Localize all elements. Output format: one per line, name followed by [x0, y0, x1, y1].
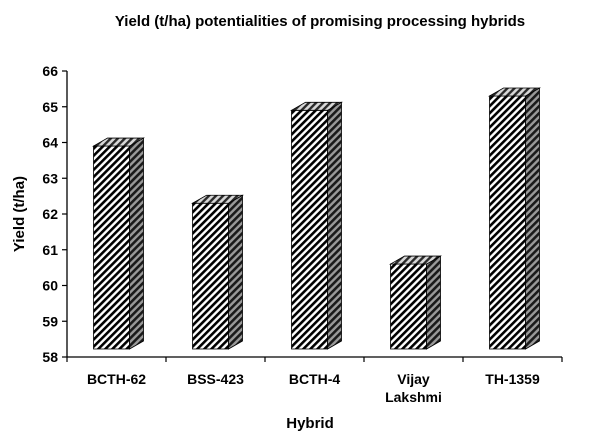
bar-top [388, 255, 443, 265]
x-axis-title: Hybrid [286, 415, 334, 432]
x-tick-label: BSS-423 [187, 371, 244, 387]
bar-front [390, 263, 427, 350]
x-tick-label: TH-1359 [485, 371, 540, 387]
chart-title: Yield (t/ha) potentialities of promising… [114, 13, 526, 30]
bar-side [525, 87, 540, 350]
x-tick-label: BCTH-62 [87, 371, 146, 387]
y-tick-label: 62 [42, 206, 58, 222]
bar-side [426, 255, 441, 350]
bar [190, 194, 245, 350]
x-tick-label: Lakshmi [385, 389, 442, 405]
bar [289, 101, 344, 350]
y-tick-label: 64 [42, 135, 58, 151]
labels: 58 59 60 61 62 63 64 65 66 BCTH-62 BSS-423 BCTH-4 Vi… [11, 63, 540, 432]
bar-top [190, 194, 245, 204]
bar-front [291, 109, 328, 350]
y-tick-label: 59 [42, 313, 58, 329]
bars [91, 87, 542, 350]
bar-side [129, 137, 144, 350]
y-tick-label: 63 [42, 170, 58, 186]
x-tick-label: Vijay [397, 371, 430, 387]
bar [487, 87, 542, 350]
y-tick-label: 61 [42, 242, 58, 258]
bar-top [91, 137, 146, 147]
x-tick-label: BCTH-4 [289, 371, 341, 387]
y-tick-label: 60 [42, 278, 58, 294]
bar-side [228, 194, 243, 350]
y-axis-title: Yield (t/ha) [11, 176, 28, 252]
bar [91, 137, 146, 350]
bar-front [192, 202, 229, 350]
bar-top [487, 87, 542, 97]
bar [388, 255, 443, 350]
axes [62, 70, 563, 362]
bar-front [489, 95, 526, 350]
bar-front [93, 145, 130, 350]
y-tick-label: 65 [42, 99, 58, 115]
bar-side [327, 101, 342, 350]
y-tick-label: 58 [42, 349, 58, 365]
bar-top [289, 101, 344, 111]
y-tick-label: 66 [42, 63, 58, 79]
